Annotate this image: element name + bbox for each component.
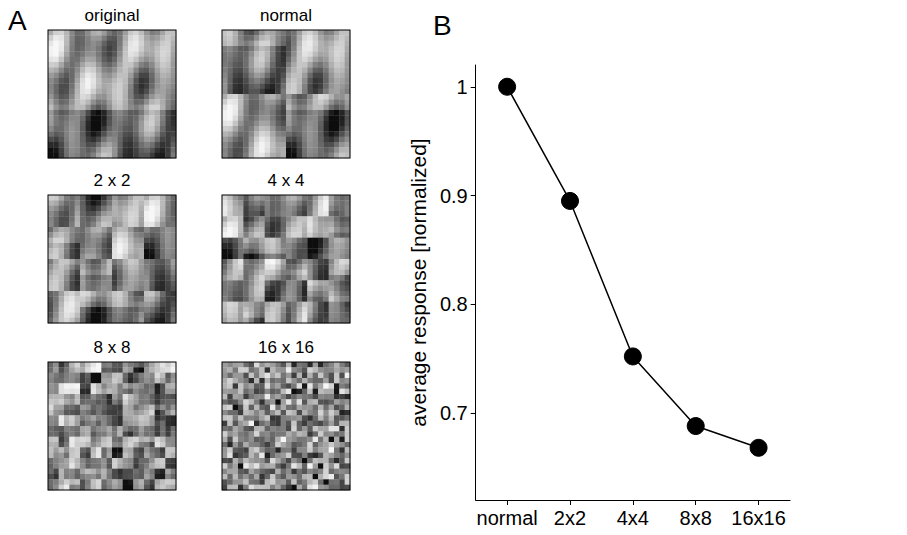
svg-text:8x8: 8x8 <box>680 507 712 529</box>
svg-text:4x4: 4x4 <box>617 507 649 529</box>
svg-text:0.7: 0.7 <box>440 402 468 424</box>
svg-text:normal: normal <box>260 6 312 25</box>
svg-text:1: 1 <box>457 76 468 98</box>
svg-text:4 x 4: 4 x 4 <box>268 171 305 190</box>
svg-text:2x2: 2x2 <box>554 507 586 529</box>
svg-text:average response [normalized]: average response [normalized] <box>407 138 430 426</box>
svg-text:A: A <box>8 5 27 36</box>
svg-text:8 x 8: 8 x 8 <box>94 338 131 357</box>
svg-text:normal: normal <box>477 507 538 529</box>
svg-text:2 x 2: 2 x 2 <box>94 171 131 190</box>
svg-text:B: B <box>433 10 452 41</box>
svg-text:16x16: 16x16 <box>731 507 786 529</box>
svg-text:0.9: 0.9 <box>440 185 468 207</box>
svg-text:0.8: 0.8 <box>440 293 468 315</box>
svg-text:original: original <box>85 6 140 25</box>
svg-text:16 x 16: 16 x 16 <box>258 338 314 357</box>
